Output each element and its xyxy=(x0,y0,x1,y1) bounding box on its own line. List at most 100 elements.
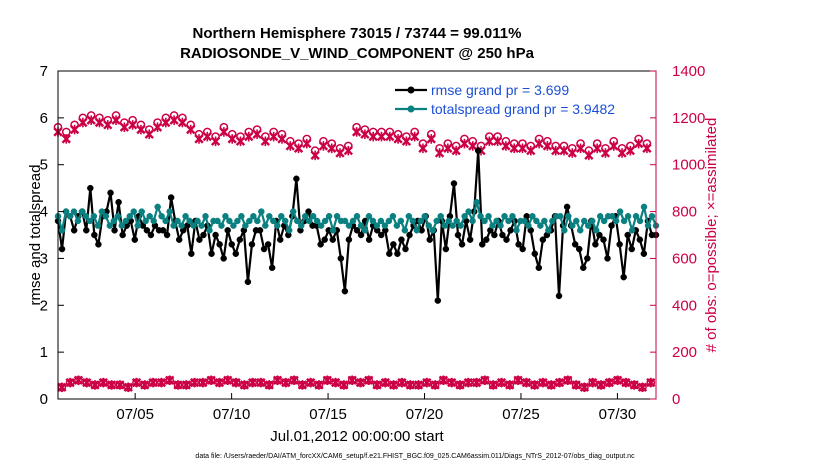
totalspread-point xyxy=(106,222,114,229)
rmse-point xyxy=(293,175,300,183)
obs-assimilated-point xyxy=(526,145,536,156)
totalspread-point xyxy=(317,222,325,229)
totalspread-point xyxy=(222,213,229,220)
obs-assimilated-point xyxy=(106,380,117,390)
y-axis-label: rmse and totalspread xyxy=(27,165,44,306)
totalspread-point xyxy=(596,213,604,220)
rmse-point xyxy=(353,227,361,234)
obs-assimilated-point xyxy=(306,377,316,388)
obs-assimilated-point xyxy=(202,131,212,142)
rmse-point xyxy=(58,245,66,253)
totalspread-point xyxy=(577,227,584,234)
obs-assimilated-point xyxy=(198,377,208,388)
obs-assimilated-point xyxy=(368,131,378,142)
totalspread-point xyxy=(612,217,620,225)
totalspread-point xyxy=(234,217,241,225)
obs-assimilated-point xyxy=(173,380,183,390)
y2-tick-label: 600 xyxy=(672,250,697,267)
chart-title: Northern Hemisphere 73015 / 73744 = 99.0… xyxy=(193,25,522,42)
totalspread-point xyxy=(628,227,636,234)
y2-tick-label: 0 xyxy=(672,391,680,408)
totalspread-point xyxy=(616,208,624,215)
rmse-point xyxy=(317,241,324,248)
totalspread-point xyxy=(182,213,189,220)
obs-assimilated-point xyxy=(310,150,320,161)
totalspread-point xyxy=(537,222,544,229)
totalspread-point xyxy=(644,222,652,229)
obs-assimilated-point xyxy=(343,145,353,156)
obs-assimilated-point xyxy=(505,380,515,390)
obs-assimilated-point xyxy=(397,377,407,388)
totalspread-point xyxy=(441,222,448,229)
rmse-point xyxy=(357,231,365,239)
obs-assimilated-point xyxy=(351,127,362,137)
obs-assimilated-point xyxy=(65,377,75,388)
obs-assimilated-point xyxy=(161,117,171,128)
obs-assimilated-point xyxy=(542,141,553,151)
obs-assimilated-point xyxy=(277,134,287,144)
rmse-point xyxy=(620,273,627,281)
obs-assimilated-point xyxy=(617,148,627,158)
obs-assimilated-point xyxy=(376,131,387,142)
rmse-point xyxy=(386,250,393,257)
totalspread-point xyxy=(445,217,452,225)
totalspread-point xyxy=(274,222,281,229)
obs-assimilated-point xyxy=(330,377,341,388)
obs-assimilated-point xyxy=(492,136,503,147)
totalspread-point xyxy=(361,227,369,234)
legend-item: totalspread grand pr = 3.9482 xyxy=(395,101,615,117)
totalspread-point xyxy=(313,217,321,225)
totalspread-point xyxy=(477,213,484,220)
totalspread-point xyxy=(178,222,185,229)
obs-assimilated-point xyxy=(131,377,142,388)
obs-assimilated-point xyxy=(563,375,573,386)
obs-assimilated-point xyxy=(252,129,262,140)
rmse-point xyxy=(483,236,490,243)
obs-assimilated-point xyxy=(219,127,229,137)
totalspread-point xyxy=(620,217,628,225)
obs-assimilated-point xyxy=(410,131,420,142)
obs-assimilated-point xyxy=(281,377,291,388)
obs-assimilated-point xyxy=(642,143,652,154)
totalspread-point xyxy=(397,217,405,225)
totalspread-point xyxy=(242,222,249,229)
totalspread-point xyxy=(309,213,317,220)
rmse-point xyxy=(555,292,563,300)
totalspread-point xyxy=(218,222,225,229)
obs-assimilated-point xyxy=(621,377,631,388)
obs-assimilated-point xyxy=(625,145,635,156)
obs-assimilated-point xyxy=(73,375,84,386)
y-tick-label: 4 xyxy=(40,204,48,221)
totalspread-point xyxy=(509,213,516,220)
obs-assimilated-point xyxy=(600,148,611,158)
rmse-point xyxy=(111,227,118,234)
rmse-point xyxy=(636,236,644,243)
totalspread-point xyxy=(429,227,436,234)
obs-assimilated-point xyxy=(269,131,279,142)
obs-assimilated-point xyxy=(264,380,274,390)
totalspread-point xyxy=(561,227,568,234)
totalspread-point xyxy=(70,208,78,215)
legend-label: totalspread grand pr = 3.9482 xyxy=(431,101,615,117)
totalspread-point xyxy=(381,222,389,229)
obs-assimilated-point xyxy=(144,129,154,140)
y2-tick-label: 800 xyxy=(672,204,697,221)
totalspread-point xyxy=(214,217,221,225)
obs-assimilated-point xyxy=(360,129,370,140)
obs-assimilated-point xyxy=(509,143,519,154)
obs-assimilated-point xyxy=(181,380,191,390)
totalspread-point xyxy=(289,208,297,215)
obs-assimilated-point xyxy=(447,377,457,388)
totalspread-point xyxy=(489,222,496,229)
rmse-point xyxy=(474,147,482,154)
totalspread-point xyxy=(648,213,656,220)
obs-assimilated-point xyxy=(534,138,544,149)
totalspread-point xyxy=(369,217,377,225)
totalspread-point xyxy=(437,213,444,220)
totalspread-point xyxy=(321,217,329,225)
totalspread-point xyxy=(186,217,193,225)
axes-layer: 0 1 2 3 4 5 6 7 0 200 400 600 800 1000 1200 1400 07/05 07… xyxy=(40,63,706,423)
obs-assimilated-point xyxy=(293,143,304,154)
y-tick-label: 5 xyxy=(40,157,48,174)
totalspread-point xyxy=(640,203,648,211)
